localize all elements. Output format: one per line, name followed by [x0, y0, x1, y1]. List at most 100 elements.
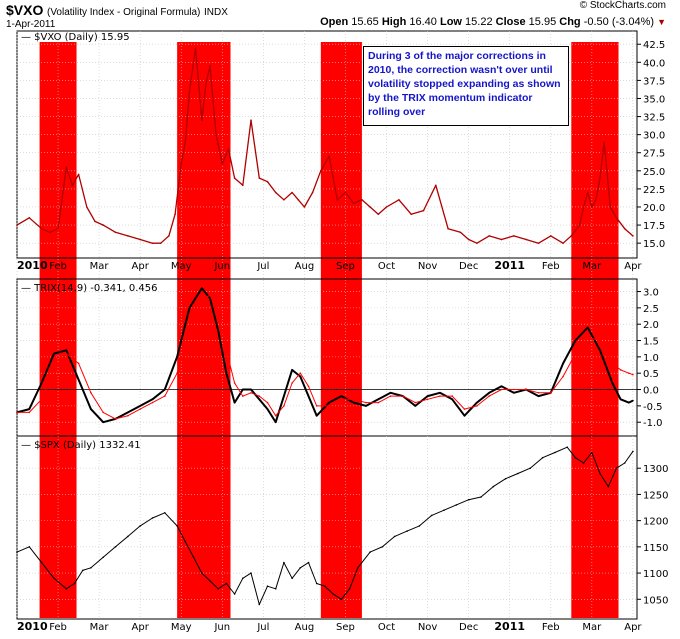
- y-tick-label: 1100: [643, 569, 668, 580]
- data-point: [492, 485, 495, 488]
- data-point: [127, 535, 129, 538]
- data-point: [566, 446, 568, 449]
- data-point: [599, 339, 601, 342]
- y-tick-label: 22.5: [643, 185, 665, 196]
- x-tick-label: Jul: [256, 261, 269, 272]
- data-point: [315, 582, 318, 585]
- data-point: [369, 206, 371, 208]
- data-point: [250, 572, 252, 574]
- data-point: [619, 369, 622, 371]
- data-point: [77, 362, 80, 365]
- y-tick-label: 40.0: [643, 58, 665, 69]
- data-point: [623, 227, 626, 230]
- data-point: [476, 242, 478, 244]
- data-point: [28, 217, 31, 219]
- data-point: [595, 199, 597, 201]
- data-point: [517, 472, 519, 475]
- data-point: [151, 398, 154, 401]
- data-point: [221, 162, 224, 165]
- data-point: [562, 242, 564, 244]
- data-point: [315, 405, 318, 407]
- data-point: [209, 294, 211, 296]
- data-point: [250, 392, 252, 394]
- data-point: [274, 191, 277, 194]
- data-point: [274, 414, 277, 417]
- data-point: [628, 401, 630, 404]
- data-point: [102, 421, 104, 424]
- symbol-name: (Volatility Index - Original Formula): [46, 7, 201, 18]
- data-point: [299, 375, 302, 378]
- data-point: [65, 352, 68, 355]
- data-point: [233, 177, 236, 179]
- data-point: [266, 408, 269, 410]
- data-point: [242, 395, 244, 397]
- close-value: 15.95: [528, 16, 557, 28]
- ohlc-readout: Open 15.65 High 16.40 Low 15.22 Close 15…: [320, 16, 666, 28]
- data-point: [426, 398, 429, 401]
- x-tick-label: Dec: [459, 261, 478, 272]
- data-point: [303, 206, 306, 208]
- data-point: [139, 525, 141, 527]
- y-tick-label: 37.5: [643, 76, 665, 87]
- data-point: [266, 585, 269, 587]
- data-point: [266, 180, 269, 183]
- data-point: [554, 451, 556, 454]
- data-point: [307, 561, 310, 564]
- x-tick-label: Aug: [295, 261, 315, 272]
- data-point: [632, 399, 634, 402]
- data-point: [611, 362, 614, 365]
- y-tick-label: 0.5: [643, 369, 659, 380]
- y-tick-label: 3.0: [643, 288, 659, 299]
- data-point: [233, 401, 236, 404]
- y-tick-label: 1200: [643, 517, 668, 528]
- data-point: [348, 588, 351, 590]
- y-tick-label: 0.0: [643, 386, 659, 397]
- data-point: [274, 421, 277, 424]
- data-point: [291, 382, 293, 384]
- panel-frame-2: [16, 435, 638, 620]
- data-point: [463, 408, 466, 410]
- data-point: [28, 408, 31, 410]
- data-point: [16, 224, 18, 226]
- data-point: [94, 220, 96, 223]
- data-point: [537, 392, 540, 394]
- data-point: [184, 540, 187, 543]
- x-tick-label: Jun: [213, 261, 230, 272]
- data-point: [582, 462, 585, 464]
- x-tick-label: Oct: [378, 622, 395, 633]
- data-point: [86, 206, 88, 208]
- data-point: [159, 242, 162, 244]
- data-point: [361, 199, 363, 201]
- data-point: [139, 405, 141, 407]
- data-point: [283, 395, 285, 397]
- data-point: [611, 382, 614, 384]
- data-point: [139, 408, 141, 410]
- data-point: [562, 375, 564, 378]
- data-point: [53, 352, 55, 355]
- data-point: [389, 395, 392, 397]
- data-point: [381, 546, 384, 548]
- y-tick-label: -1.0: [643, 418, 663, 429]
- data-point: [291, 369, 293, 371]
- data-point: [476, 401, 478, 404]
- data-point: [151, 401, 154, 404]
- data-point: [188, 90, 191, 93]
- y-tick-label: 15.0: [643, 239, 665, 250]
- chart-panels: [16, 30, 641, 620]
- data-point: [500, 385, 503, 388]
- data-point: [607, 485, 610, 488]
- chg-label: Chg: [559, 16, 581, 28]
- data-point: [377, 213, 380, 215]
- data-point: [81, 569, 84, 572]
- data-point: [209, 297, 211, 299]
- data-point: [217, 313, 219, 316]
- data-point: [410, 213, 413, 215]
- data-point: [102, 224, 104, 226]
- data-point: [467, 238, 470, 241]
- data-point: [513, 392, 515, 394]
- data-point: [632, 373, 634, 376]
- data-point: [250, 388, 252, 391]
- data-point: [127, 235, 129, 237]
- data-point: [283, 405, 285, 407]
- data-point: [488, 395, 491, 397]
